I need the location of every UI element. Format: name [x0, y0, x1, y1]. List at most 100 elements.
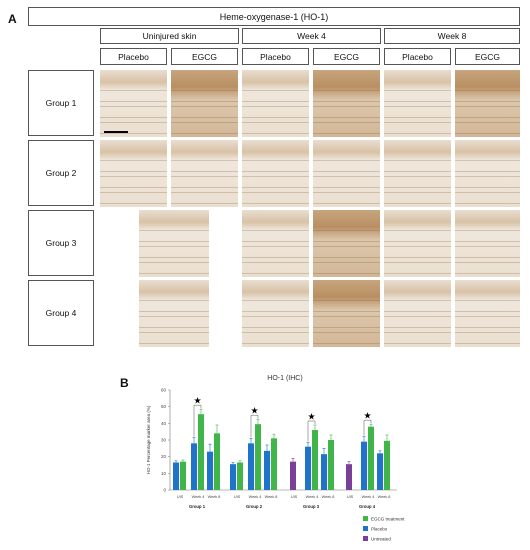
histology-image [455, 70, 520, 137]
significance-star: ★ [250, 406, 258, 416]
x-tick-label: UIS [347, 495, 354, 499]
bar [377, 453, 383, 490]
bar [346, 464, 352, 490]
bar [321, 454, 327, 490]
bar [207, 451, 213, 490]
histology-image [384, 140, 451, 207]
x-tick-label: Week 4 [362, 495, 375, 499]
group-label: Group 4 [28, 280, 94, 346]
histology-image [242, 70, 309, 137]
histology-image [384, 210, 451, 277]
bar [290, 461, 296, 490]
bar [214, 433, 220, 490]
bar [180, 461, 186, 490]
treatment-label: EGCG [171, 48, 238, 65]
bar [264, 450, 270, 490]
histology-image [455, 210, 520, 277]
bar [191, 443, 197, 490]
panel-b-letter: B [120, 376, 129, 390]
bar [361, 441, 367, 490]
panel-a-letter: A [8, 12, 17, 26]
bar [328, 440, 334, 490]
histology-image [100, 140, 167, 207]
bar [368, 426, 374, 490]
histology-image [384, 70, 451, 137]
histology-image [139, 210, 209, 277]
significance-bracket [307, 420, 316, 442]
y-tick-label: 10 [161, 471, 167, 476]
legend-swatch [363, 536, 368, 541]
histology-image [242, 280, 309, 347]
column-week-8: Week 8 [384, 28, 520, 44]
y-tick-label: 0 [163, 488, 166, 493]
bar [255, 424, 261, 490]
histology-image [100, 70, 167, 137]
bar [230, 464, 236, 490]
x-tick-label: Week 8 [322, 495, 335, 499]
y-tick-label: 50 [161, 404, 167, 409]
scale-bar [104, 131, 128, 133]
chart-title: HO-1 (IHC) [267, 375, 302, 382]
bar [248, 443, 254, 490]
x-tick-label: Week 4 [306, 495, 319, 499]
legend-entry: EGCG treatment [371, 516, 405, 521]
group-axis-label: Group 1 [189, 504, 206, 509]
x-tick-label: UIS [291, 495, 298, 499]
x-tick-label: UIS [177, 495, 184, 499]
bar [173, 462, 179, 490]
ho1-bar-chart: HO-1 (IHC) HO-1 Percentage marker area (%… [146, 375, 405, 541]
bar [237, 462, 243, 490]
x-tick-label: UIS [234, 495, 241, 499]
histology-image [455, 140, 520, 207]
significance-bracket [250, 414, 259, 438]
treatment-label: EGCG [313, 48, 380, 65]
histology-image [139, 280, 209, 347]
bar [271, 438, 277, 490]
histology-image [242, 140, 309, 207]
significance-star: ★ [193, 396, 201, 406]
x-tick-label: Week 8 [208, 495, 221, 499]
significance-bracket [363, 419, 372, 436]
y-tick-label: 20 [161, 454, 167, 459]
group-label: Group 3 [28, 210, 94, 276]
histology-image [242, 210, 309, 277]
group-axis-label: Group 2 [246, 504, 263, 509]
histology-image [313, 280, 380, 347]
bar [312, 430, 318, 490]
y-tick-label: 60 [161, 388, 167, 393]
histology-image [313, 210, 380, 277]
bar [198, 414, 204, 490]
legend-entry: Untreated [371, 536, 391, 541]
group-label: Group 2 [28, 140, 94, 206]
histology-image [313, 140, 380, 207]
treatment-label: EGCG [455, 48, 520, 65]
y-axis-label: HO-1 Percentage marker area (%) [146, 405, 151, 474]
treatment-label: Placebo [384, 48, 451, 65]
x-tick-label: Week 8 [378, 495, 391, 499]
y-tick-label: 40 [161, 421, 167, 426]
histology-image [455, 280, 520, 347]
significance-star: ★ [363, 411, 371, 421]
legend-swatch [363, 516, 368, 521]
x-tick-label: Week 8 [265, 495, 278, 499]
bar [305, 446, 311, 490]
group-label: Group 1 [28, 70, 94, 136]
histology-image [171, 140, 238, 207]
x-tick-label: Week 4 [249, 495, 262, 499]
x-tick-label: Week 4 [192, 495, 205, 499]
y-tick-label: 30 [161, 438, 167, 443]
treatment-label: Placebo [242, 48, 309, 65]
histology-image [384, 280, 451, 347]
histology-image [171, 70, 238, 137]
group-axis-label: Group 4 [359, 504, 376, 509]
treatment-label: Placebo [100, 48, 167, 65]
legend-swatch [363, 526, 368, 531]
significance-bracket [193, 404, 202, 437]
column-uninjured-skin: Uninjured skin [100, 28, 239, 44]
legend-entry: Placebo [371, 526, 388, 531]
column-week-4: Week 4 [242, 28, 381, 44]
figure-header: Heme-oxygenase-1 (HO-1) [28, 7, 520, 26]
significance-star: ★ [307, 412, 315, 422]
histology-image [313, 70, 380, 137]
group-axis-label: Group 3 [303, 504, 320, 509]
